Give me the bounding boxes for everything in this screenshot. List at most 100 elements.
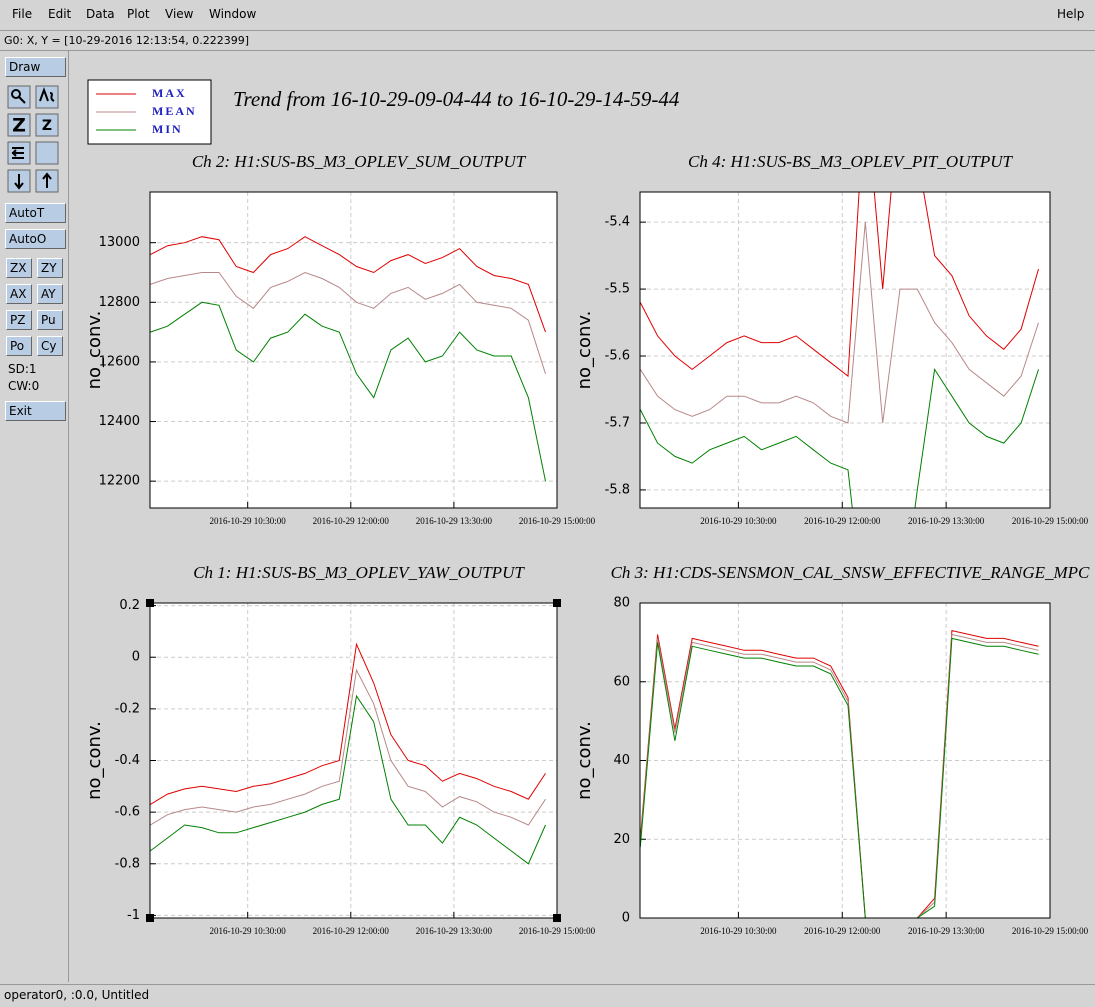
- auto-button[interactable]: AutoT: [5, 203, 66, 223]
- x-tick-label: 2016-10-29 15:00:00: [1012, 926, 1089, 936]
- plot-area: Trend from 16-10-29-09-04-44 to 16-10-29…: [70, 51, 1095, 982]
- x-tick-label: 2016-10-29 13:30:00: [908, 516, 985, 526]
- arrow-icons-2: [7, 169, 59, 193]
- x-tick-label: 2016-10-29 10:30:00: [210, 516, 287, 526]
- y-tick-label: -5.7: [605, 415, 630, 430]
- page-title: Trend from 16-10-29-09-04-44 to 16-10-29…: [233, 87, 680, 111]
- plot-border: [639, 191, 1051, 509]
- axis-button[interactable]: ZY: [37, 258, 63, 278]
- axis-button[interactable]: Pu: [37, 310, 63, 330]
- y-tick-label: -0.6: [115, 805, 140, 820]
- plot-border: [149, 191, 558, 509]
- draw-button[interactable]: Draw: [5, 57, 66, 77]
- legend-label: MEAN: [152, 104, 197, 118]
- series-line: [640, 629, 1039, 918]
- selection-handle: [553, 599, 561, 607]
- y-tick-label: -0.4: [115, 753, 140, 768]
- y-tick-label: -5.4: [605, 215, 630, 230]
- y-tick-label: -5.8: [605, 482, 630, 497]
- axis-button[interactable]: Po: [6, 336, 32, 356]
- series-line: [150, 694, 546, 865]
- series-line: [150, 668, 546, 826]
- menu-item[interactable]: Help: [1057, 7, 1085, 21]
- series-line: [150, 301, 546, 482]
- toolbar: Draw Z Z AutoT AutoO ZX ZY AX AY PZ Pu P…: [0, 51, 69, 982]
- y-axis-label: no_conv.: [84, 311, 105, 390]
- x-tick-label: 2016-10-29 15:00:00: [1012, 516, 1089, 526]
- plot-frame: [149, 191, 558, 509]
- footer: operator0, :0.0, Untitled: [0, 984, 1095, 1007]
- menu-item[interactable]: Edit: [48, 7, 72, 21]
- series-line: [640, 368, 1039, 508]
- y-tick-label: 0: [132, 650, 140, 665]
- x-tick-label: 2016-10-29 12:00:00: [804, 926, 881, 936]
- plot-border: [149, 602, 558, 919]
- axis-button[interactable]: AX: [6, 284, 32, 304]
- menu-item[interactable]: Plot: [127, 7, 150, 21]
- auto-button[interactable]: AutoO: [5, 229, 66, 249]
- y-tick-label: 20: [613, 832, 630, 847]
- info-label: CW:0: [8, 379, 40, 393]
- series-group: [150, 236, 546, 482]
- y-axis-label: no_conv.: [574, 721, 595, 800]
- axis-button[interactable]: Cy: [37, 336, 63, 356]
- series-line: [150, 642, 546, 805]
- series-group: [150, 642, 546, 865]
- series-line: [150, 271, 546, 374]
- status-line: G0: X, Y = [10-29-2016 12:13:54, 0.22239…: [0, 31, 1095, 51]
- chart-title: Ch 3: H1:CDS-SENSMON_CAL_SNSW_EFFECTIVE_…: [611, 563, 1090, 582]
- menu-item[interactable]: Data: [86, 7, 115, 21]
- y-axis-label: no_conv.: [84, 721, 105, 800]
- selection-handle: [553, 914, 561, 922]
- x-tick-label: 2016-10-29 10:30:00: [700, 926, 777, 936]
- series-line: [640, 637, 1039, 918]
- chart-title: Ch 2: H1:SUS-BS_M3_OPLEV_SUM_OUTPUT: [192, 152, 527, 171]
- exit-button[interactable]: Exit: [5, 401, 66, 421]
- series-line: [640, 633, 1039, 918]
- y-tick-label: -1: [127, 908, 140, 923]
- axis-button[interactable]: PZ: [6, 310, 32, 330]
- menu-item[interactable]: File: [12, 7, 33, 21]
- icon-glyphs: [11, 87, 55, 159]
- x-tick-label: 2016-10-29 15:00:00: [519, 516, 596, 526]
- y-tick-label: 80: [613, 596, 630, 611]
- x-tick-label: 2016-10-29 13:30:00: [416, 516, 493, 526]
- icon-label[interactable]: Z: [12, 115, 26, 137]
- info-label: SD:1: [8, 362, 37, 376]
- y-tick-label: 0: [622, 911, 630, 926]
- series-line: [640, 192, 1039, 378]
- y-tick-label: 12200: [99, 474, 140, 489]
- series-line: [640, 222, 1039, 424]
- y-tick-label: 12600: [99, 354, 140, 369]
- plot-border: [639, 602, 1051, 919]
- y-tick-label: 60: [613, 674, 630, 689]
- plot-frame: [639, 191, 1051, 509]
- y-tick-label: -5.6: [605, 349, 630, 364]
- y-axis-label: no_conv.: [574, 311, 595, 390]
- x-tick-label: 2016-10-29 12:00:00: [313, 926, 390, 936]
- y-tick-label: 12800: [99, 295, 140, 310]
- chart-title: Ch 4: H1:SUS-BS_M3_OPLEV_PIT_OUTPUT: [688, 152, 1013, 171]
- y-tick-label: -0.2: [115, 701, 140, 716]
- x-tick-label: 2016-10-29 10:30:00: [700, 516, 777, 526]
- menu-item[interactable]: Window: [209, 7, 257, 21]
- legend-label: MIN: [152, 122, 183, 136]
- axis-button[interactable]: AY: [37, 284, 63, 304]
- axis-button[interactable]: ZX: [6, 258, 32, 278]
- x-tick-label: 2016-10-29 10:30:00: [210, 926, 287, 936]
- y-tick-label: 13000: [99, 235, 140, 250]
- x-tick-label: 2016-10-29 13:30:00: [416, 926, 493, 936]
- legend-label: MAX: [152, 86, 187, 100]
- series-line: [150, 236, 546, 333]
- y-tick-label: 0.2: [119, 598, 140, 613]
- series-group: [640, 192, 1039, 508]
- y-tick-label: -0.8: [115, 856, 140, 871]
- menu-item[interactable]: View: [165, 7, 194, 21]
- icon-label[interactable]: Z: [42, 118, 52, 134]
- x-tick-label: 2016-10-29 13:30:00: [908, 926, 985, 936]
- selection-handle: [146, 599, 154, 607]
- x-tick-label: 2016-10-29 12:00:00: [313, 516, 390, 526]
- series-group: [640, 629, 1039, 918]
- y-tick-label: 12400: [99, 414, 140, 429]
